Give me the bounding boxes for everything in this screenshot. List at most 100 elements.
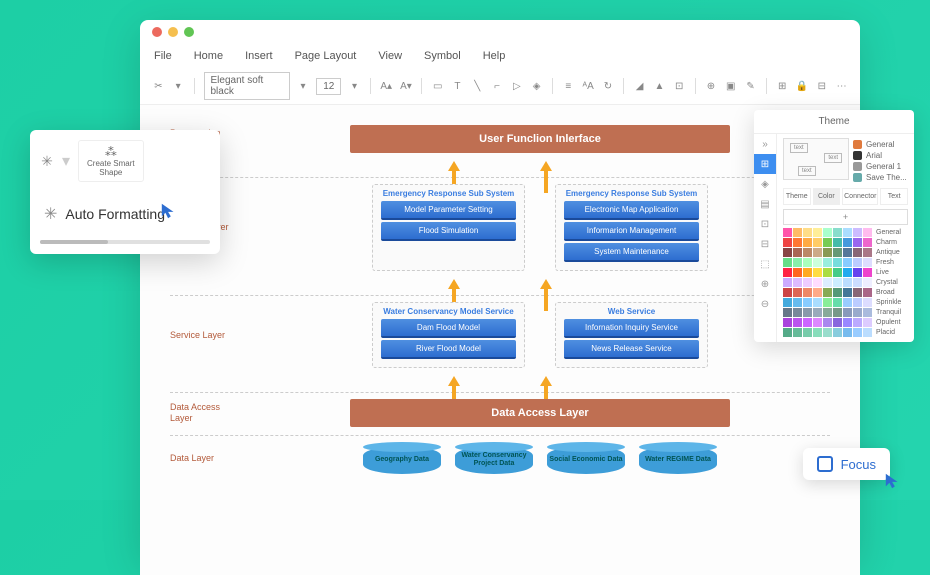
palette-row[interactable]: Live [783,268,908,277]
side-icon[interactable]: ▤ [754,194,776,214]
side-icon[interactable]: » [754,134,776,154]
align-icon[interactable]: ≡ [562,79,575,93]
font-increase-icon[interactable]: A▴ [380,79,393,93]
item-box[interactable]: System Maintenance [564,243,699,262]
palette-row[interactable]: General [783,228,908,237]
data-cylinder[interactable]: Geography Data [363,446,441,474]
palette-row[interactable]: Sprinkle [783,298,908,307]
theme-panel: Theme » ⊞ ◈ ▤ ⊡ ⊟ ⬚ ⊕ ⊖ text text text G… [754,110,914,342]
focus-button[interactable]: Focus [803,448,890,480]
pen-icon[interactable]: ✎ [744,79,757,93]
font-decrease-icon[interactable]: A▾ [400,79,413,93]
layers-icon[interactable]: ◈ [530,79,543,93]
item-box[interactable]: Dam Flood Model [381,319,516,338]
add-theme-button[interactable]: + [783,209,908,225]
item-box[interactable]: News Release Service [564,340,699,359]
connector-icon[interactable]: ⌐ [491,79,504,93]
menu-item[interactable]: Help [483,50,506,62]
create-smart-shape-button[interactable]: ⁂ Create Smart Shape [78,140,144,182]
sparkle-icon[interactable]: ✳ [40,154,54,168]
slider[interactable] [40,240,210,244]
lock-icon[interactable]: 🔒 [796,79,809,93]
sub-system[interactable]: Emergency Response Sub System Model Para… [372,184,525,271]
font-size[interactable]: 12 [316,78,341,95]
theme-option[interactable]: Save The... [853,173,908,182]
sub-system[interactable]: Web Service Infornation Inquiry Service … [555,302,708,368]
group-icon[interactable]: ⊞ [776,79,789,93]
side-icon[interactable]: ⊡ [754,214,776,234]
chevron-down-icon[interactable]: ▾ [348,79,361,93]
sub-system[interactable]: Water Conservancy Model Service Dam Floo… [372,302,525,368]
palette-row[interactable]: Opulent [783,318,908,327]
min-dot[interactable] [168,27,178,37]
caps-icon[interactable]: ᴬA [582,79,595,93]
item-box[interactable]: Electronic Map Application [564,201,699,220]
panel-tab[interactable]: Theme [783,188,811,205]
format-popup: ✳ ▾ ⁂ Create Smart Shape ✳ Auto Formatti… [30,130,220,254]
menu-item[interactable]: Insert [245,50,273,62]
side-icon[interactable]: ⊟ [754,234,776,254]
auto-formatting-button[interactable]: ✳ Auto Formatting [40,198,210,230]
sub-system[interactable]: Emergency Response Sub System Electronic… [555,184,708,271]
theme-preview[interactable]: text text text [783,138,849,180]
max-dot[interactable] [184,27,194,37]
palette-row[interactable]: Antique [783,248,908,257]
panel-tab[interactable]: Color [813,188,841,205]
diagram-canvas[interactable]: Presentation Layer User Funclion Inlerfa… [140,105,860,575]
data-cylinder[interactable]: Water REGIME Data [639,446,717,474]
theme-option[interactable]: Arial [853,151,908,160]
palette-row[interactable]: Crystal [783,278,908,287]
item-box[interactable]: Model Parameter Setting [381,201,516,220]
palette-row[interactable]: Placid [783,328,908,337]
data-cylinder[interactable]: Water Conservancy Project Data [455,446,533,474]
sub-title: Emergency Response Sub System [564,189,699,198]
fill-icon[interactable]: ◢ [633,79,646,93]
sub-title: Water Conservancy Model Service [381,307,516,316]
palette-row[interactable]: Fresh [783,258,908,267]
text-icon[interactable]: T [451,79,464,93]
side-icon[interactable]: ⊖ [754,294,776,314]
side-icon[interactable]: ⊞ [754,154,776,174]
layer-label: Data Layer [170,453,250,464]
arrow-icon [448,161,460,171]
menu-item[interactable]: File [154,50,172,62]
menu-item[interactable]: Symbol [424,50,461,62]
font-select[interactable]: Elegant soft black [204,72,290,100]
cut-icon[interactable]: ✂ [152,79,165,93]
side-icon[interactable]: ⬚ [754,254,776,274]
panel-tab[interactable]: Connector [842,188,878,205]
titlebar [140,20,860,44]
more-icon[interactable]: ⋯ [835,79,848,93]
side-icon[interactable]: ⊕ [754,274,776,294]
item-box[interactable]: Infornation Inquiry Service [564,319,699,338]
palette-row[interactable]: Tranquil [783,308,908,317]
close-dot[interactable] [152,27,162,37]
data-cylinder[interactable]: Social Economic Data [547,446,625,474]
chevron-down-icon[interactable]: ▾ [172,79,185,93]
presentation-bar[interactable]: User Funclion Inlerface [350,125,730,153]
menu-item[interactable]: Home [194,50,223,62]
access-bar[interactable]: Data Access Layer [350,399,730,427]
item-box[interactable]: Flood Simulation [381,222,516,241]
menu-item[interactable]: View [378,50,402,62]
theme-option[interactable]: General 1 [853,162,908,171]
zoom-icon[interactable]: ⊕ [705,79,718,93]
item-box[interactable]: Informarion Management [564,222,699,241]
crop-icon[interactable]: ⊡ [673,79,686,93]
side-icon[interactable]: ◈ [754,174,776,194]
theme-option[interactable]: General [853,140,908,149]
grid-icon[interactable]: ⊟ [815,79,828,93]
chevron-down-icon[interactable]: ▾ [297,79,310,93]
line-icon[interactable]: ╲ [471,79,484,93]
item-box[interactable]: River Flood Model [381,340,516,359]
rect-icon[interactable]: ▭ [431,79,444,93]
palette-row[interactable]: Charm [783,238,908,247]
palette-row[interactable]: Broad [783,288,908,297]
paint-icon[interactable]: ▲ [653,79,666,93]
arrow-icon [448,376,460,386]
menu-item[interactable]: Page Layout [295,50,357,62]
panel-tab[interactable]: Text [880,188,908,205]
fit-icon[interactable]: ▣ [724,79,737,93]
rotate-icon[interactable]: ↻ [602,79,615,93]
pointer-icon[interactable]: ▷ [510,79,523,93]
